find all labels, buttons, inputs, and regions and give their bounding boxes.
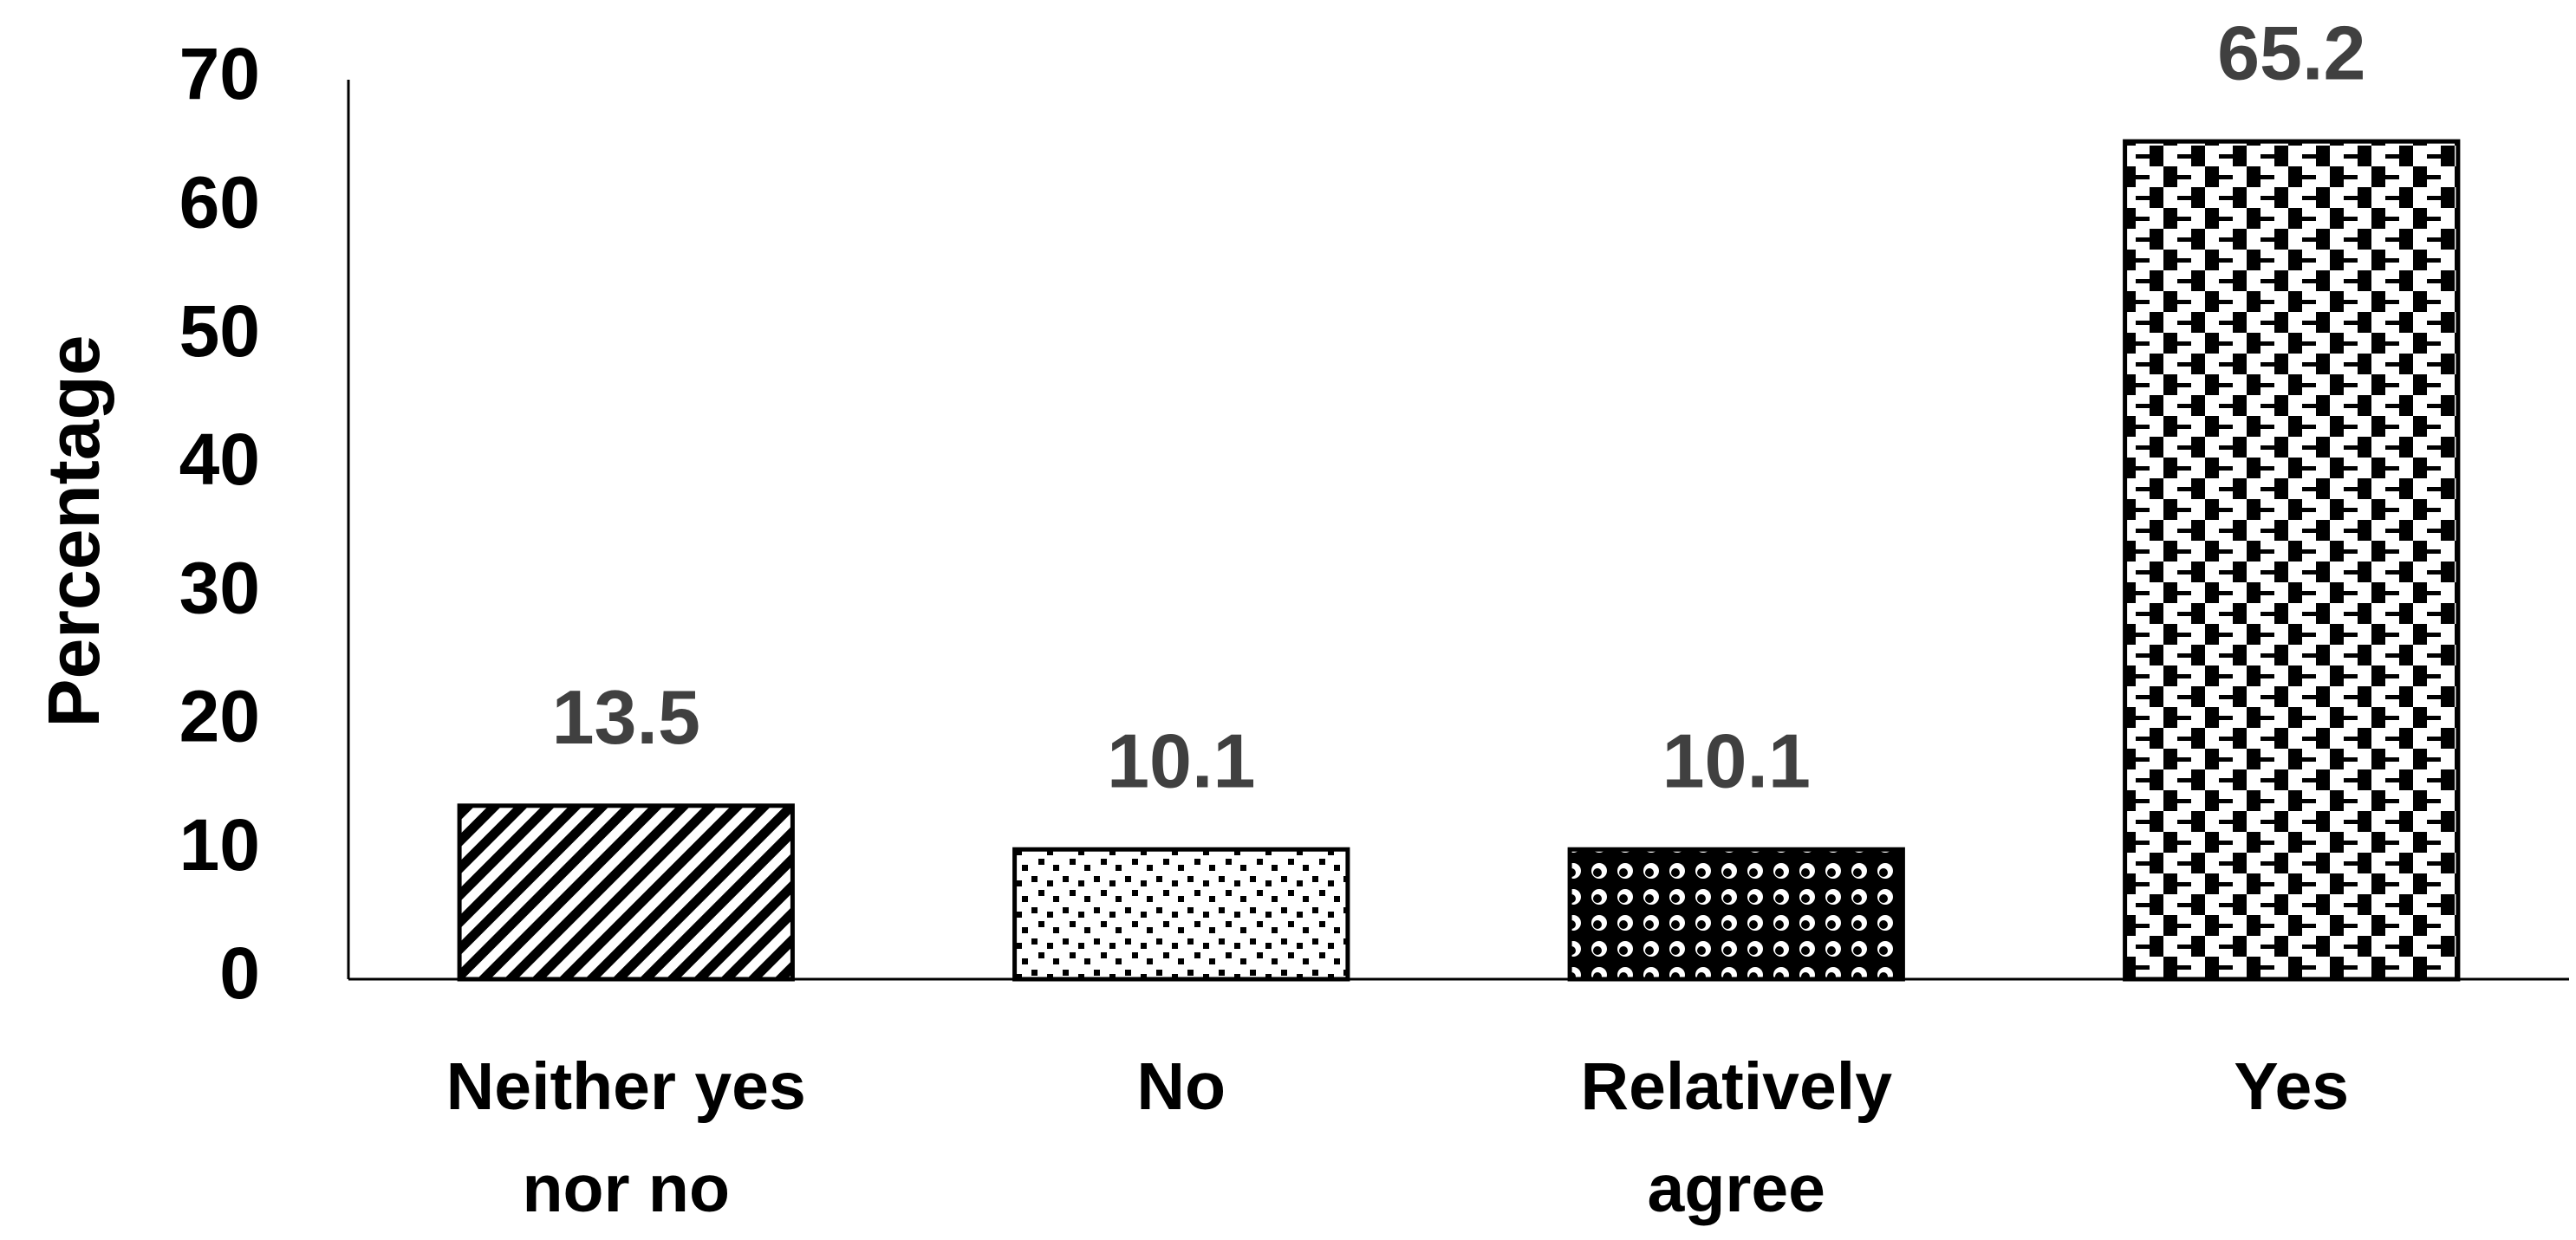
y-tick-label: 70 xyxy=(179,33,260,114)
y-tick-label: 0 xyxy=(219,932,260,1014)
y-tick-label: 40 xyxy=(179,419,260,500)
y-tick-label: 20 xyxy=(179,676,260,757)
value-label: 10.1 xyxy=(1662,717,1811,803)
x-tick-label: Neither yes nor no xyxy=(446,1049,806,1226)
value-label: 13.5 xyxy=(552,674,700,760)
bar xyxy=(1567,847,1905,982)
x-tick-label: Yes xyxy=(2234,1049,2350,1124)
bar xyxy=(1012,847,1350,982)
bar xyxy=(457,803,795,982)
x-tick-label: Relatively agree xyxy=(1580,1049,1893,1226)
y-axis-title: Percentage xyxy=(33,335,114,728)
bar xyxy=(2123,139,2461,982)
y-tick-label: 50 xyxy=(179,290,260,372)
x-tick-label: No xyxy=(1136,1049,1226,1124)
y-tick-label: 60 xyxy=(179,161,260,243)
value-label: 65.2 xyxy=(2217,10,2365,95)
y-tick-label: 10 xyxy=(179,804,260,886)
value-label: 10.1 xyxy=(1107,717,1255,803)
y-tick-label: 30 xyxy=(179,547,260,628)
